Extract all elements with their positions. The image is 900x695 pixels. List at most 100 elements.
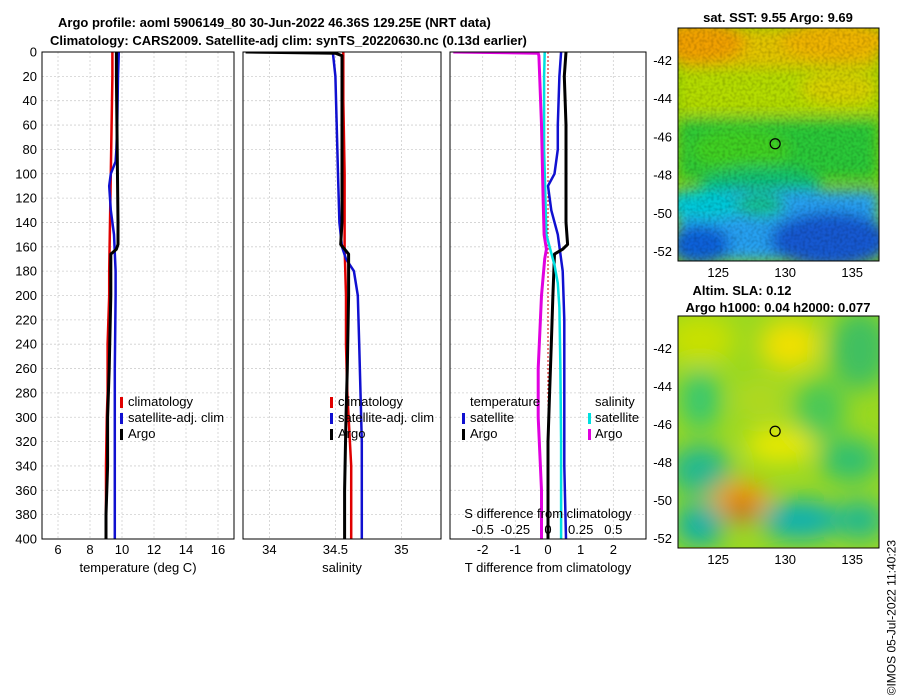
sal-legend-satellite-swatch: [330, 413, 333, 424]
temperature-panel: 0 20 40 60 80 100 120 140 160 180 200 220 240 260 280 3…: [15, 45, 235, 575]
sal-legend-climatology-label: climatology: [338, 394, 404, 409]
diff-legend-s-argo-swatch: [588, 429, 591, 440]
figure-title-line2: Climatology: CARS2009. Satellite-adj cli…: [50, 33, 527, 48]
temperature-xtick-3: 12: [147, 542, 161, 557]
legend-climatology-label: climatology: [128, 394, 194, 409]
depth-tick-0: 0: [30, 45, 37, 60]
sla-map-xtick-1: 130: [774, 552, 796, 567]
depth-tick-240: 240: [15, 337, 37, 352]
sst-map-panel: sat. SST: 9.55 Argo: 9.69 125 130 135: [653, 10, 880, 280]
depth-tick-280: 280: [15, 385, 37, 400]
salinity-xtick-2: 35: [394, 542, 408, 557]
difference-series-s-argo: [453, 52, 548, 539]
diff-legend-t-argo-swatch: [462, 429, 465, 440]
sal-legend-argo-label: Argo: [338, 426, 365, 441]
legend-argo-swatch: [120, 429, 123, 440]
difference-panel: -2 -1 0 1 2 -0.5 -0.25 0 0.25 0.5 S difference f…: [449, 51, 647, 575]
difference-xtick-0: -2: [477, 542, 489, 557]
depth-tick-360: 360: [15, 483, 37, 498]
imos-timestamp: ©IMOS 05-Jul-2022 11:40:23: [884, 540, 898, 695]
sst-heatmap: [678, 28, 879, 261]
sla-map-ytick-0: -42: [653, 341, 672, 356]
temperature-legend: climatology satellite-adj. clim Argo: [120, 394, 224, 441]
sst-map-ytick-4: -50: [653, 206, 672, 221]
difference-xtick-2: 0: [544, 542, 551, 557]
sal-legend-climatology-swatch: [330, 397, 333, 408]
depth-tick-380: 380: [15, 507, 37, 522]
salinity-xlabel: salinity: [322, 560, 362, 575]
depth-tick-60: 60: [23, 118, 37, 133]
temperature-grid: [42, 51, 234, 540]
sst-map-axes-box: [677, 27, 880, 262]
sla-map-title-line2: Argo h1000: 0.04 h2000: 0.077: [686, 300, 871, 315]
sla-argo-location-marker: [769, 425, 781, 437]
diff-legend-s-argo-label: Argo: [595, 426, 622, 441]
diff-legend-t-satellite-swatch: [462, 413, 465, 424]
temperature-series-argo: [104, 52, 120, 539]
salinity-series-climatology: [342, 52, 353, 539]
diff-legend-s-satellite-swatch: [588, 413, 591, 424]
sla-map-xtick-2: 135: [841, 552, 863, 567]
sla-heatmap: [678, 316, 879, 548]
temperature-x-tick-labels: 6 8 10 12 14 16: [54, 542, 225, 557]
sst-map-xtick-0: 125: [707, 265, 729, 280]
depth-tick-400: 400: [15, 532, 37, 547]
difference-x-tick-labels: -2 -1 0 1 2: [477, 542, 617, 557]
depth-tick-300: 300: [15, 410, 37, 425]
figure-canvas: 0204060801001201401601802002202402602803…: [15, 10, 880, 575]
temperature-xlabel: temperature (deg C): [79, 560, 196, 575]
difference-xtick-4: 2: [610, 542, 617, 557]
salinity-xtick-0: 34: [262, 542, 276, 557]
difference-s-xlabel: S difference from climatology: [464, 506, 632, 521]
legend-satellite-label: satellite-adj. clim: [128, 410, 224, 425]
difference-s-xtick-1: -0.25: [501, 522, 531, 537]
diff-legend-s-satellite-label: satellite: [595, 410, 639, 425]
difference-series-s-satellite: [542, 52, 563, 539]
legend-climatology-swatch: [120, 397, 123, 408]
sla-map-axes-box: [677, 315, 880, 549]
sal-legend-argo-swatch: [330, 429, 333, 440]
sla-map-ytick-5: -52: [653, 531, 672, 546]
difference-s-xtick-2: 0: [544, 522, 551, 537]
sst-map-ytick-3: -48: [653, 168, 672, 183]
salinity-series-argo: [245, 52, 351, 539]
sla-map-xtick-0: 125: [707, 552, 729, 567]
difference-t-xlabel: T difference from climatology: [465, 560, 632, 575]
sst-argo-location-marker: [769, 138, 781, 150]
difference-s-tick-labels: -0.5 -0.25 0 0.25 0.5: [471, 522, 622, 537]
sla-map-tick-labels: 125 130 135 -42 -44 -46 -48 -50 -52: [653, 341, 863, 567]
salinity-x-tick-labels: 34 34.5 35: [262, 542, 408, 557]
sla-map-ytick-1: -44: [653, 379, 672, 394]
depth-tick-100: 100: [15, 166, 37, 181]
difference-series-t-argo: [546, 52, 570, 539]
depth-tick-180: 180: [15, 264, 37, 279]
diff-legend-t-satellite-label: satellite: [470, 410, 514, 425]
depth-tick-120: 120: [15, 191, 37, 206]
figure-title-line1: Argo profile: aoml 5906149_80 30-Jun-202…: [58, 15, 491, 30]
sst-map-ytick-2: -46: [653, 129, 672, 144]
sst-map-tick-labels: 125 130 135 -42 -44 -46 -48 -50 -52: [653, 53, 863, 280]
legend-argo-label: Argo: [128, 426, 155, 441]
sla-map-ytick-3: -48: [653, 455, 672, 470]
salinity-xtick-1: 34.5: [323, 542, 348, 557]
sst-map-ytick-1: -44: [653, 91, 672, 106]
sla-map-panel: Altim. SLA: 0.12 Argo h1000: 0.04 h2000:…: [653, 283, 880, 567]
depth-tick-20: 20: [23, 69, 37, 84]
sst-map-ytick-0: -42: [653, 53, 672, 68]
sla-map-ytick-4: -50: [653, 493, 672, 508]
diff-legend-t-argo-label: Argo: [470, 426, 497, 441]
depth-tick-160: 160: [15, 239, 37, 254]
temperature-xtick-0: 6: [54, 542, 61, 557]
sst-map-ytick-5: -52: [653, 244, 672, 259]
depth-tick-80: 80: [23, 142, 37, 157]
salinity-lines: [245, 52, 364, 539]
sst-map-title: sat. SST: 9.55 Argo: 9.69: [703, 10, 853, 25]
temperature-xtick-2: 10: [115, 542, 129, 557]
difference-xtick-1: -1: [510, 542, 522, 557]
temperature-axes-box: [41, 51, 235, 540]
temperature-lines: [104, 52, 121, 539]
difference-s-xtick-0: -0.5: [471, 522, 493, 537]
difference-xtick-3: 1: [577, 542, 584, 557]
diff-legend-salinity-title: salinity: [595, 394, 635, 409]
temperature-xtick-4: 14: [179, 542, 193, 557]
